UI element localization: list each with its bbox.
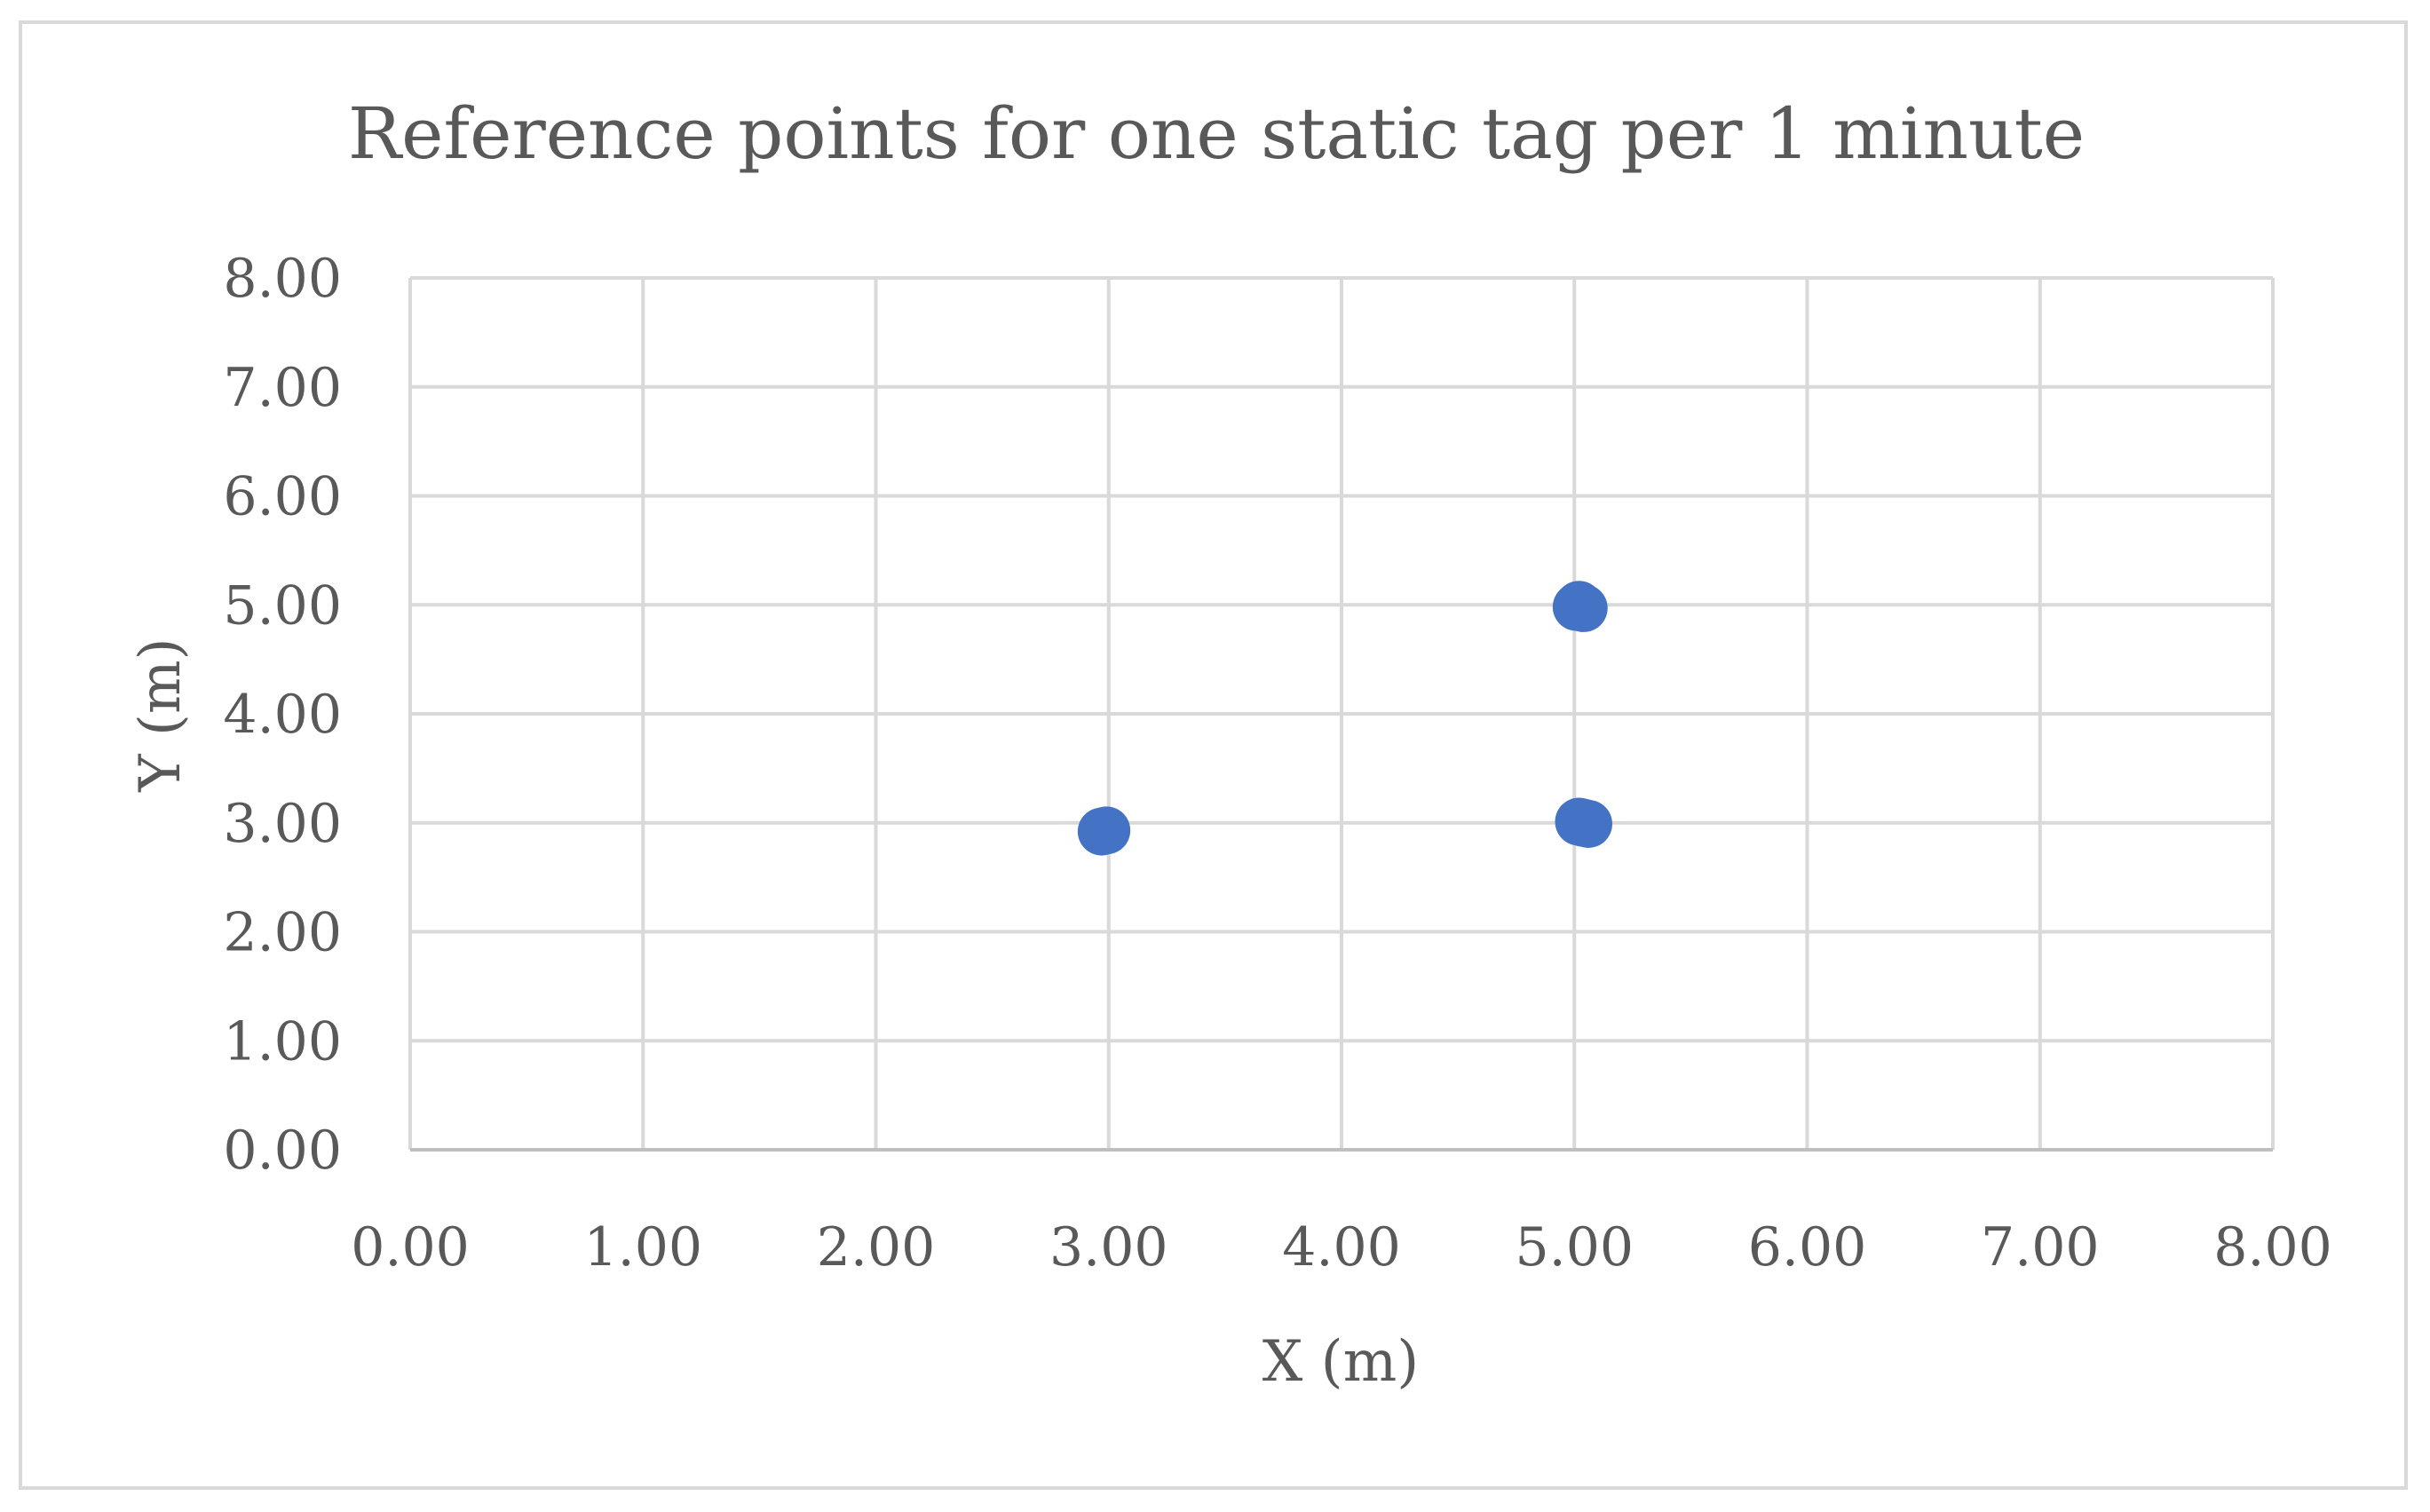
data-points: [1077, 581, 1612, 856]
x-tick-label: 1.00: [583, 1216, 702, 1278]
x-tick-label: 0.00: [351, 1216, 470, 1278]
data-point: [1555, 581, 1603, 629]
y-tick-label: 3.00: [223, 793, 342, 855]
x-tick-label: 5.00: [1515, 1216, 1634, 1278]
chart-title: Reference points for one static tag per …: [348, 92, 2085, 175]
x-tick-label: 7.00: [1981, 1216, 2100, 1278]
y-tick-label: 5.00: [223, 574, 342, 637]
y-tick-label: 4.00: [223, 684, 342, 746]
y-axis-title: Y (m): [128, 637, 194, 792]
chart-frame: [19, 20, 2408, 1490]
y-tick-label: 7.00: [223, 357, 342, 419]
gridlines: [408, 276, 2275, 1152]
y-tick-label: 8.00: [223, 248, 342, 310]
x-axis-ticks: 0.00 1.00 2.00 3.00 4.00 5.00 6.00 7.00 8.00: [351, 1216, 2332, 1278]
data-point: [1082, 806, 1131, 855]
x-tick-label: 8.00: [2213, 1216, 2332, 1278]
y-tick-label: 1.00: [223, 1010, 342, 1073]
y-tick-label: 2.00: [223, 902, 342, 964]
x-tick-label: 6.00: [1748, 1216, 1867, 1278]
x-tick-label: 4.00: [1282, 1216, 1401, 1278]
x-tick-label: 2.00: [817, 1216, 936, 1278]
y-tick-label: 0.00: [223, 1120, 342, 1182]
data-point: [1559, 798, 1608, 847]
x-tick-label: 3.00: [1049, 1216, 1168, 1278]
y-tick-label: 6.00: [223, 466, 342, 528]
y-axis-ticks: 0.00 1.00 2.00 3.00 4.00 5.00 6.00 7.00 8.00: [223, 248, 342, 1182]
x-axis-title: X (m): [1262, 1329, 1420, 1395]
